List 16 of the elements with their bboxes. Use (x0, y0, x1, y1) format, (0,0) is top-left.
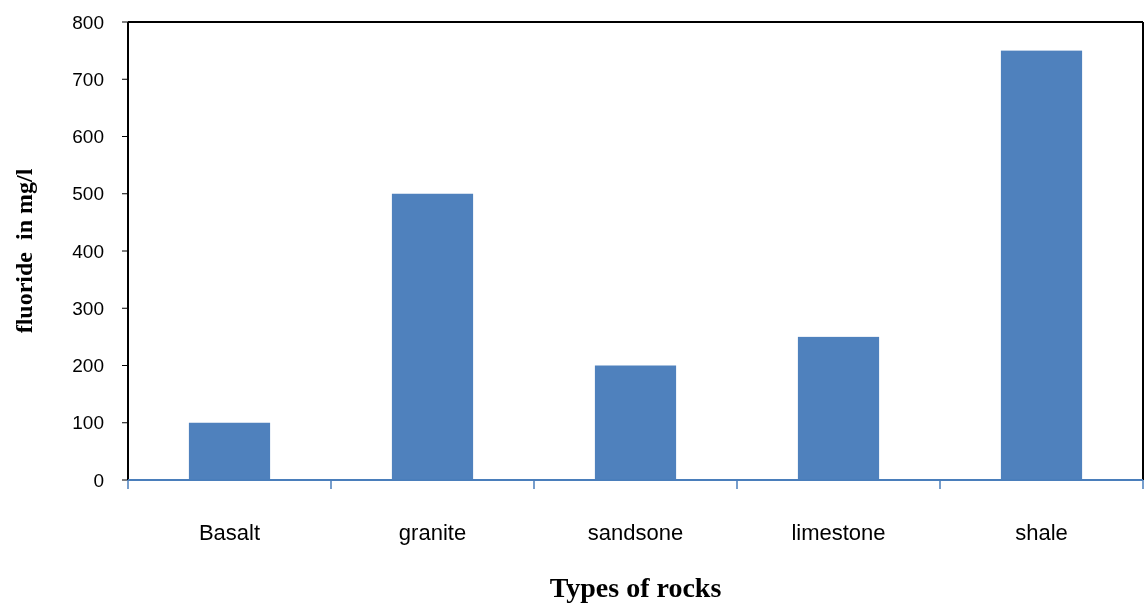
y-tick-label: 0 (93, 469, 104, 491)
x-tick-label: shale (1015, 520, 1068, 545)
y-tick-label: 300 (72, 297, 104, 319)
x-tick-label: limestone (791, 520, 886, 545)
x-axis-title: Types of rocks (549, 572, 722, 603)
y-tick-label: 200 (72, 355, 104, 377)
y-tick-label: 800 (72, 11, 104, 33)
x-tick-label: granite (398, 520, 467, 545)
y-tick-label: 700 (72, 68, 104, 90)
y-tick-label: 600 (72, 126, 104, 148)
y-tick-label: 100 (72, 412, 104, 434)
y-tick-label: 400 (72, 240, 104, 262)
y-tick-label: 500 (72, 183, 104, 205)
x-tick-label: sandsone (587, 520, 684, 545)
y-axis-title: fluoride in mg/l (11, 168, 37, 334)
x-tick-label: Basalt (198, 520, 261, 545)
